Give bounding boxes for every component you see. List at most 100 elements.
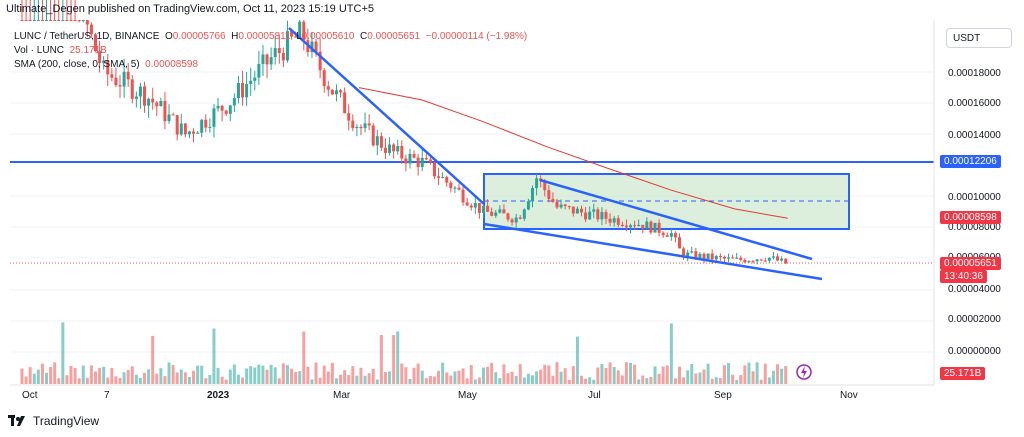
candle-body xyxy=(45,20,49,21)
candle-body xyxy=(236,83,240,99)
candle-body xyxy=(731,257,735,259)
candle-body xyxy=(73,20,77,21)
volume-bar xyxy=(106,377,110,384)
volume-bar xyxy=(290,368,294,384)
candle-body xyxy=(375,136,379,146)
candle-body xyxy=(694,251,698,259)
volume-bar xyxy=(314,362,318,384)
volume-badge: 25.171B xyxy=(940,367,986,380)
candle-body xyxy=(302,21,306,41)
candle-body xyxy=(143,86,147,106)
candle-body xyxy=(416,157,420,168)
candle-body xyxy=(102,60,106,64)
volume-bar xyxy=(204,378,208,384)
volume-bar xyxy=(326,371,330,384)
volume-bar xyxy=(261,365,265,384)
volume-bar xyxy=(530,375,534,384)
volume-bar xyxy=(122,372,126,384)
volume-bar xyxy=(629,362,633,384)
high-label: H xyxy=(231,31,239,42)
candle-body xyxy=(465,202,469,206)
volume-bar xyxy=(20,368,24,384)
flash-icon[interactable] xyxy=(796,364,812,380)
tradingview-logo-icon xyxy=(8,415,25,426)
volume-bar xyxy=(698,372,702,384)
candle-body xyxy=(596,209,600,220)
currency-button[interactable]: USDT xyxy=(946,28,1012,48)
volume-bar xyxy=(375,379,379,384)
volume-bar xyxy=(657,373,661,384)
volume-bar xyxy=(130,366,134,384)
candle-body xyxy=(784,258,788,264)
candle-body xyxy=(698,253,702,259)
volume-bar xyxy=(584,378,588,384)
candle-body xyxy=(580,208,584,213)
candle-body xyxy=(171,114,175,116)
time-tick: Mar xyxy=(333,390,351,401)
tradingview-footer[interactable]: TradingView xyxy=(8,414,99,428)
candle-body xyxy=(28,20,32,21)
candle-body xyxy=(208,126,212,128)
candle-body xyxy=(780,258,784,261)
candle-body xyxy=(359,126,363,129)
chart-legend: LUNC / TetherUS, 1D, BINANCE O0.00005766… xyxy=(14,30,527,72)
volume-bar xyxy=(351,366,355,384)
candle-body xyxy=(204,119,208,128)
volume-bar xyxy=(780,368,784,384)
candle-body xyxy=(473,203,477,208)
candle-body xyxy=(649,221,653,233)
volume-bar xyxy=(69,365,73,384)
volume-bar xyxy=(727,363,731,384)
volume-bar xyxy=(710,378,714,384)
volume-bar xyxy=(151,335,155,384)
candle-body xyxy=(526,201,530,210)
volume-bar xyxy=(461,368,465,384)
volume-bar xyxy=(383,372,387,384)
volume-bar xyxy=(633,364,637,384)
volume-bar xyxy=(253,367,257,384)
candle-body xyxy=(763,260,767,262)
volume-bar xyxy=(61,322,65,384)
candle-body xyxy=(330,89,334,95)
volume-bar xyxy=(134,374,138,384)
volume-bar xyxy=(192,370,196,384)
volume-bar xyxy=(678,366,682,384)
candle-body xyxy=(469,205,473,208)
candle-body xyxy=(555,201,559,208)
candle-body xyxy=(510,219,514,223)
symbol-label[interactable]: LUNC / TetherUS, 1D, BINANCE xyxy=(14,31,160,42)
candle-body xyxy=(710,253,714,260)
volume-bar xyxy=(334,378,338,384)
volume-label[interactable]: Vol · LUNC xyxy=(14,45,65,56)
countdown-badge: 13:40:36 xyxy=(940,270,987,283)
volume-bar xyxy=(85,377,89,384)
volume-bar xyxy=(559,371,563,384)
candle-body xyxy=(122,71,126,87)
candle-body xyxy=(118,85,122,87)
candle-body xyxy=(575,208,579,214)
volume-bar xyxy=(669,323,673,384)
high-value: 0.00005811 xyxy=(238,31,291,42)
volume-bar xyxy=(424,378,428,384)
volume-bar xyxy=(318,377,322,384)
volume-bar xyxy=(98,367,102,384)
candle-body xyxy=(89,24,93,35)
candle-body xyxy=(563,204,567,207)
volume-bar xyxy=(432,376,436,384)
volume-bar xyxy=(506,373,510,384)
candle-body xyxy=(94,34,98,52)
candle-body xyxy=(253,77,257,81)
volume-bar xyxy=(592,379,596,384)
time-tick: Jul xyxy=(588,390,601,401)
volume-bar xyxy=(449,375,453,384)
volume-bar xyxy=(143,372,147,384)
sma-label[interactable]: SMA (200, close, 0, SMA, 5) xyxy=(14,59,140,70)
volume-bar xyxy=(653,366,657,384)
candle-body xyxy=(494,212,498,216)
candle-body xyxy=(608,218,612,223)
volume-bar xyxy=(763,363,767,384)
candle-body xyxy=(592,209,596,212)
volume-bar xyxy=(694,373,698,384)
candle-body xyxy=(449,182,453,189)
